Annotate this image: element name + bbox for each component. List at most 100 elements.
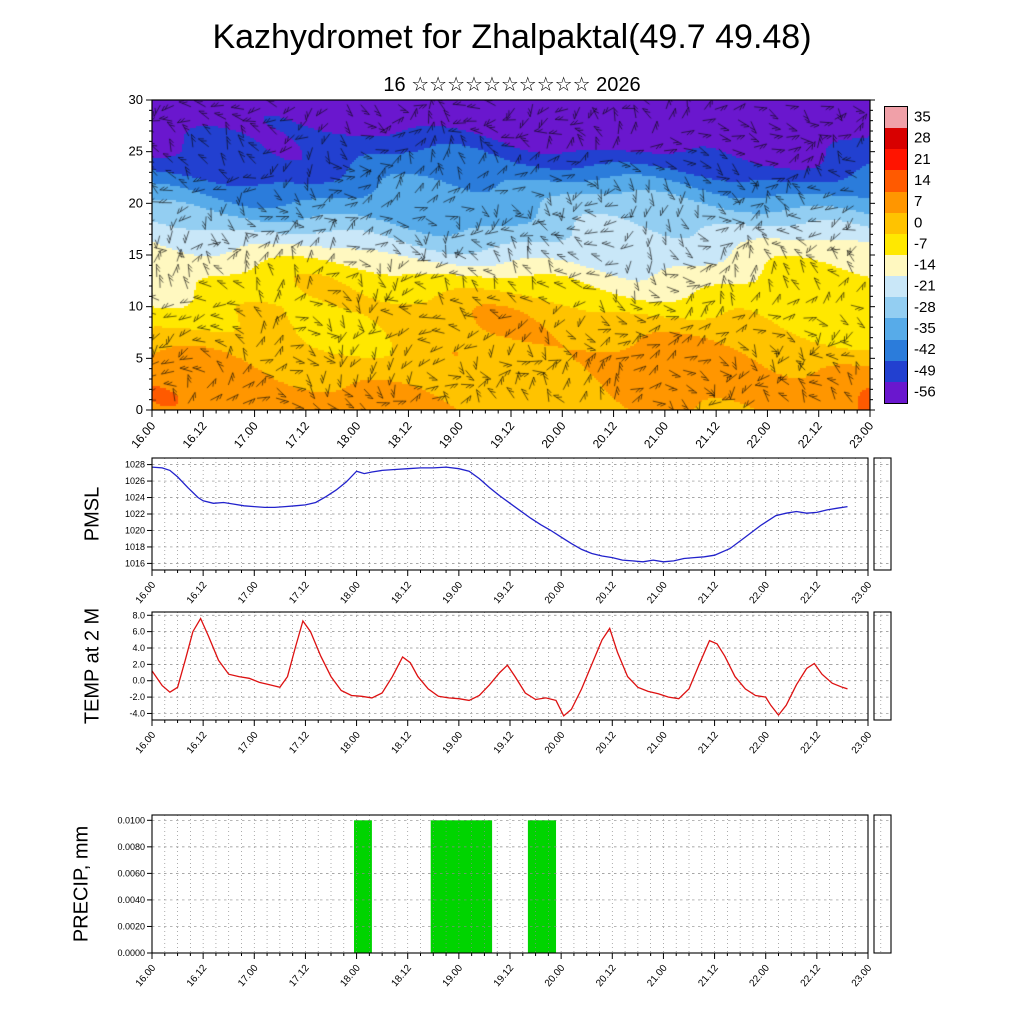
x-tick-label: 19.00 <box>441 963 466 990</box>
y-tick-label: 8.0 <box>132 610 145 620</box>
x-tick-label: 20.12 <box>594 580 619 607</box>
colorbar-tick-label: -56 <box>914 383 936 400</box>
colorbar-tick-label: -14 <box>914 257 936 274</box>
colorbar-tick-label: -28 <box>914 299 936 316</box>
colorbar-tick-label: 21 <box>914 151 931 168</box>
precip-frame <box>151 814 869 954</box>
x-tick-label: 18.00 <box>338 730 363 757</box>
y-tick-label: 20 <box>129 195 143 210</box>
temp2m-frame <box>151 611 869 721</box>
colorbar-segment <box>885 128 907 150</box>
x-tick-label: 19.00 <box>436 419 466 451</box>
colorbar-segment <box>885 233 907 255</box>
x-tick-label: 19.12 <box>492 580 517 607</box>
x-tick-label: 22.00 <box>747 580 772 607</box>
colorbar-tick-label: 28 <box>914 130 931 147</box>
x-tick-label: 21.00 <box>641 419 671 451</box>
x-tick-label: 18.00 <box>338 963 363 990</box>
x-tick-label: 20.00 <box>539 419 569 451</box>
x-tick-label: 16.12 <box>185 580 210 607</box>
y-tick-label: 4.0 <box>132 643 145 653</box>
x-tick-label: 22.12 <box>799 730 824 757</box>
x-tick-label: 21.12 <box>696 580 721 607</box>
x-tick-label: 17.00 <box>236 963 261 990</box>
pmsl-frame <box>151 457 869 571</box>
colorbar-segment <box>885 191 907 213</box>
y-tick-label: 25 <box>129 144 143 159</box>
x-tick-label: 18.12 <box>389 730 414 757</box>
y-tick-label: 0 <box>136 402 143 417</box>
x-tick-label: 16.12 <box>185 730 210 757</box>
x-tick-label: 20.00 <box>543 730 568 757</box>
x-tick-label: 18.12 <box>385 419 415 451</box>
y-tick-label: 1018 <box>125 542 145 552</box>
x-tick-label: 23.00 <box>850 580 875 607</box>
x-tick-label: 17.12 <box>287 963 312 990</box>
x-tick-label: 16.00 <box>128 419 158 451</box>
x-tick-label: 17.12 <box>287 580 312 607</box>
x-tick-label: 18.00 <box>333 419 363 451</box>
date-subtitle: 16 ☆☆☆☆☆☆☆☆☆☆ 2026 <box>383 74 641 96</box>
x-tick-label: 21.00 <box>645 963 670 990</box>
colorbar-segment <box>885 276 907 298</box>
x-tick-label: 19.12 <box>492 963 517 990</box>
x-tick-label: 19.00 <box>441 580 466 607</box>
precip-bar <box>527 820 557 953</box>
pmsl-axis-title: PMSL <box>81 486 104 542</box>
x-tick-label: 16.00 <box>134 580 159 607</box>
precip-bar <box>430 820 493 953</box>
y-tick-label: 10 <box>129 299 143 314</box>
y-tick-label: 0.0020 <box>117 921 145 931</box>
colorbar-segment <box>885 107 907 129</box>
y-tick-label: 1016 <box>125 558 145 568</box>
colorbar-tick-label: 0 <box>914 214 922 231</box>
x-tick-label: 22.00 <box>747 730 772 757</box>
y-tick-label: -4.0 <box>129 708 145 718</box>
x-tick-label: 20.12 <box>594 730 619 757</box>
x-tick-label: 17.00 <box>236 730 261 757</box>
colorbar-tick-label: -7 <box>914 235 927 252</box>
x-tick-label: 16.12 <box>185 963 210 990</box>
x-tick-label: 17.00 <box>236 580 261 607</box>
precip-axis-title: PRECIP, mm <box>70 825 93 943</box>
y-tick-label: 0.0000 <box>117 948 145 958</box>
y-tick-label: 0.0 <box>132 676 145 686</box>
page-title: Kazhydromet for Zhalpaktal(49.7 49.48) <box>212 18 812 56</box>
x-tick-label: 22.12 <box>799 580 824 607</box>
x-tick-label: 19.00 <box>441 730 466 757</box>
x-tick-label: 16.00 <box>134 730 159 757</box>
colorbar-segment <box>885 149 907 171</box>
temperature-colorbar <box>884 106 908 404</box>
colorbar-segment <box>885 297 907 319</box>
colorbar-tick-label: 35 <box>914 109 931 126</box>
y-tick-label: 1024 <box>125 493 145 503</box>
colorbar-segment <box>885 254 907 277</box>
colorbar-segment <box>885 170 907 192</box>
colorbar-tick-label: -42 <box>914 341 936 358</box>
y-tick-label: 1022 <box>125 509 145 519</box>
colorbar-segment <box>885 318 907 340</box>
x-tick-label: 17.12 <box>282 419 312 451</box>
x-tick-label: 23.00 <box>850 730 875 757</box>
colorbar-segment <box>885 339 907 361</box>
y-tick-label: 0.0040 <box>117 895 145 905</box>
pmsl-line <box>151 466 848 563</box>
x-tick-label: 21.12 <box>696 730 721 757</box>
x-tick-label: 17.00 <box>231 419 261 451</box>
precip-bar <box>354 820 372 953</box>
y-tick-label: 0.0080 <box>117 842 145 852</box>
x-tick-label: 22.12 <box>795 419 825 451</box>
colorbar-tick-label: -49 <box>914 362 936 379</box>
precip-right-box <box>873 814 892 954</box>
x-tick-label: 18.12 <box>389 963 414 990</box>
colorbar-segment <box>885 360 907 382</box>
y-tick-label: 5 <box>136 350 143 365</box>
x-tick-label: 23.00 <box>850 963 875 990</box>
x-tick-label: 20.00 <box>543 580 568 607</box>
colorbar-segment <box>885 381 907 403</box>
colorbar-tick-label: -35 <box>914 320 936 337</box>
x-tick-label: 16.00 <box>134 963 159 990</box>
x-tick-label: 16.12 <box>180 419 210 451</box>
colorbar-tick-label: 14 <box>914 172 931 189</box>
